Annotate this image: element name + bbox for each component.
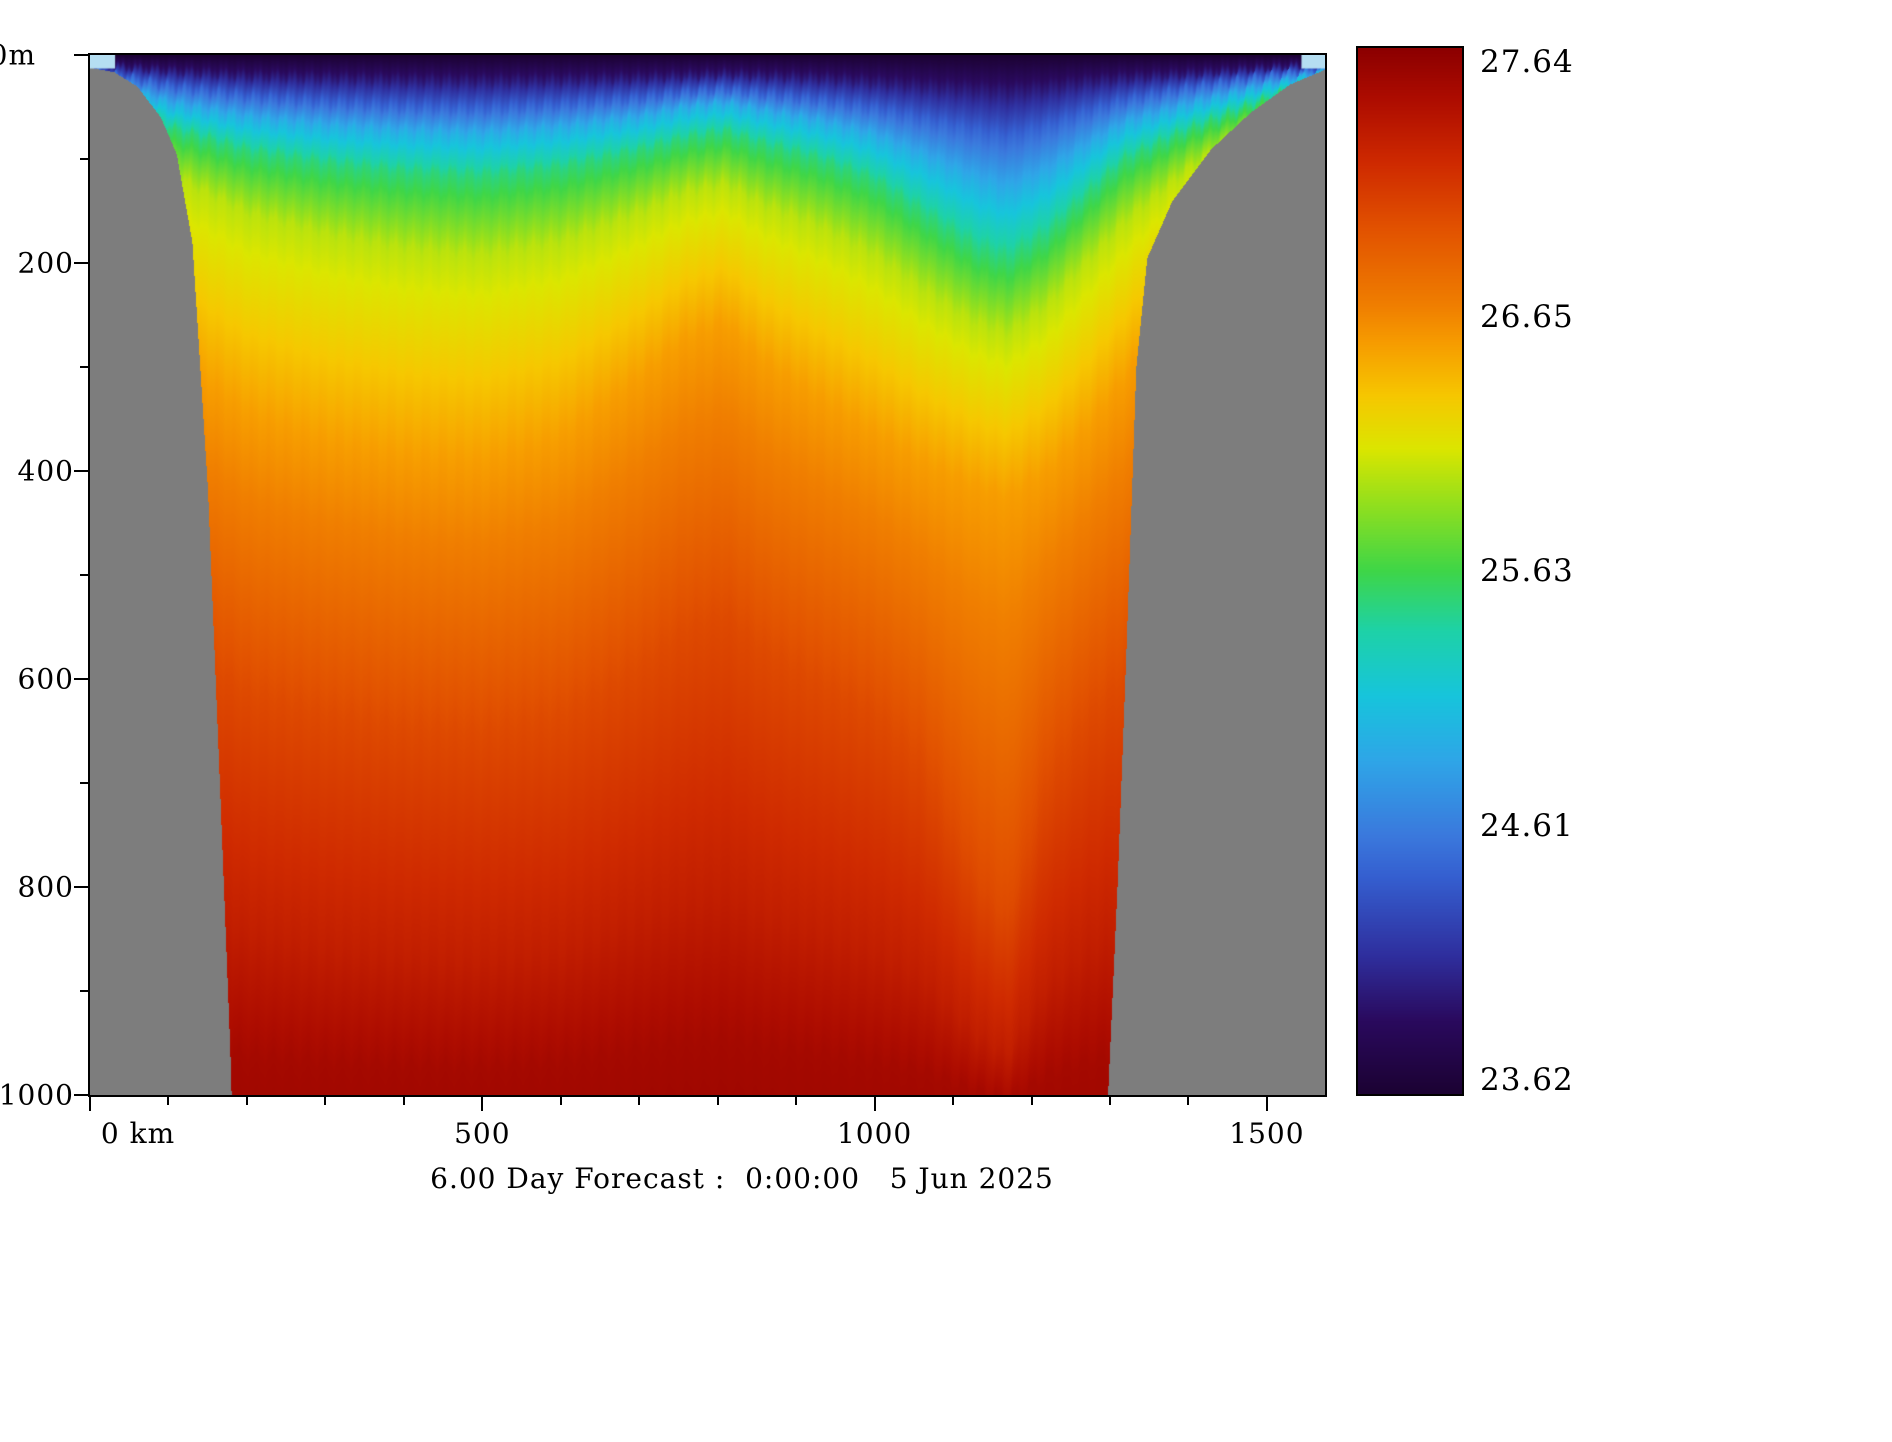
y-axis-tick [80,990,88,992]
x-axis-tick [559,1097,562,1105]
x-axis-tick [1265,1097,1268,1111]
x-axis-label: 1000 [836,1117,913,1150]
colorbar-label: 26.65 [1480,298,1574,335]
density-section-canvas [90,55,1325,1095]
x-axis-tick [1187,1097,1190,1105]
forecast-title: 6.00 Day Forecast : 0:00:00 5 Jun 2025 [430,1162,1054,1195]
y-axis-tick [74,678,88,680]
x-axis-label: 500 [454,1117,511,1150]
x-axis-label: 1500 [1229,1117,1305,1150]
y-axis-tick [74,54,88,56]
y-axis-label: 400 [17,454,74,488]
y-axis-tick [74,470,88,472]
x-axis-tick [481,1097,484,1111]
y-axis-label: 600 [17,662,74,696]
x-axis-tick [89,1097,91,1111]
y-axis-tick [80,574,88,576]
colorbar-label: 25.63 [1480,553,1574,589]
x-axis-tick [873,1097,876,1111]
x-axis-tick [245,1097,248,1105]
x-axis-tick [795,1097,798,1105]
x-axis-tick [716,1097,719,1105]
colorbar-canvas [1358,48,1462,1094]
colorbar-label: 24.61 [1480,807,1574,844]
y-axis-tick [74,886,88,888]
y-axis-label: 800 [17,870,74,904]
y-axis-tick [80,782,88,784]
y-axis-label: 200 [17,246,74,280]
colorbar-label: 27.64 [1480,44,1574,80]
x-axis-tick [1030,1097,1033,1105]
x-axis-label: 0 km [100,1117,176,1150]
y-axis-tick [74,262,88,264]
x-axis-tick [638,1097,641,1105]
y-axis-tick [74,1094,88,1096]
x-axis-tick [952,1097,955,1105]
y-axis-label: 1000 [0,1078,74,1112]
x-axis-tick [324,1097,327,1105]
x-axis-tick [167,1097,170,1105]
y-axis-tick [80,366,88,368]
x-axis-tick [1109,1097,1111,1105]
y-axis-label: 0m [0,38,36,72]
y-axis-tick [80,158,88,160]
x-axis-tick [402,1097,405,1105]
colorbar-label: 23.62 [1480,1062,1574,1098]
